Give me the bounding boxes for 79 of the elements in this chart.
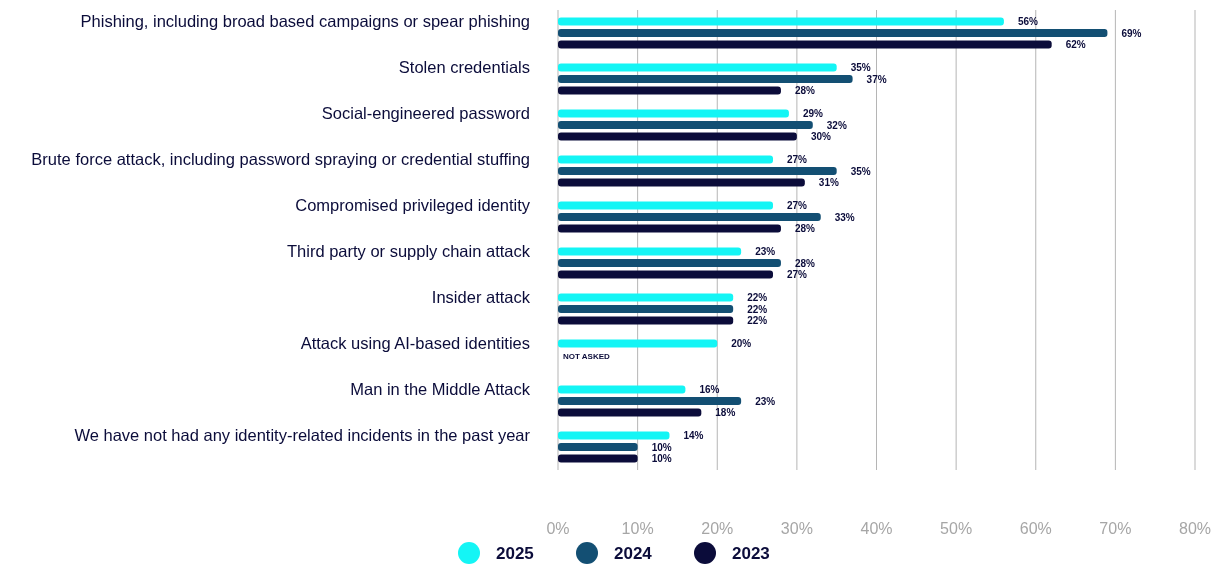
bar: [558, 339, 718, 348]
data-label: 27%: [786, 269, 808, 280]
bar: [558, 431, 670, 440]
y-tick-label: Third party or supply chain attack: [286, 242, 531, 260]
y-tick-label: Brute force attack, including password spraying or credential stuffing: [31, 150, 530, 168]
bar: [558, 86, 781, 95]
data-label: 35%: [850, 62, 871, 73]
bar: [558, 132, 797, 141]
bar: [558, 408, 702, 417]
bar: [558, 63, 837, 72]
bar: [558, 121, 813, 129]
bar: [558, 259, 781, 267]
y-tick-label: Attack using AI-based identities: [300, 334, 530, 352]
x-tick-label: 60%: [1019, 520, 1052, 537]
x-tick-label: 40%: [860, 520, 893, 537]
data-label: 28%: [794, 223, 816, 234]
y-tick-label: Stolen credentials: [398, 58, 530, 76]
bar: [558, 40, 1052, 49]
bar: [558, 178, 805, 187]
bar: [558, 155, 773, 164]
legend-label: 2024: [614, 544, 653, 563]
bar: [558, 397, 742, 405]
data-label: 23%: [755, 246, 776, 257]
x-tick-label: 10%: [621, 520, 654, 537]
data-label: 27%: [786, 200, 808, 211]
data-label: 30%: [810, 131, 831, 142]
y-tick-label: Man in the Middle Attack: [350, 380, 531, 398]
data-label: 22%: [747, 315, 768, 326]
data-label: 22%: [747, 303, 768, 315]
data-label: 28%: [794, 85, 816, 96]
data-label: 10%: [651, 453, 672, 464]
x-tick-label: 70%: [1099, 520, 1132, 537]
bar: [558, 224, 781, 233]
data-label: 20%: [731, 338, 752, 349]
y-tick-label: Compromised privileged identity: [295, 196, 531, 214]
data-label: 29%: [802, 108, 824, 119]
bar: [558, 293, 734, 302]
bar: [558, 29, 1108, 37]
data-label: 33%: [834, 211, 855, 223]
data-label: 69%: [1121, 27, 1142, 39]
bar: [558, 454, 638, 463]
data-label: 16%: [699, 384, 720, 395]
legend-label: 2025: [496, 544, 534, 563]
bar: [558, 443, 638, 451]
y-tick-label: Phishing, including broad based campaigns or spear phishing: [80, 12, 530, 30]
x-tick-label: 20%: [701, 520, 734, 537]
bar: [558, 17, 1004, 26]
y-tick-label: Insider attack: [431, 288, 531, 306]
y-tick-label: We have not had any identity-related incidents in the past year: [74, 426, 531, 444]
data-label: 22%: [747, 292, 768, 303]
data-label: 27%: [786, 154, 808, 165]
text: NOT ASKED: [563, 351, 610, 361]
bar: [558, 385, 686, 394]
data-label: 35%: [850, 165, 871, 177]
x-tick-label: 50%: [940, 520, 973, 537]
bar: [558, 75, 853, 83]
bar: [558, 316, 734, 325]
legend-label: 2023: [732, 544, 770, 563]
data-label: 28%: [794, 257, 816, 269]
data-label: 14%: [683, 430, 704, 441]
data-label: 18%: [715, 407, 736, 418]
bar: [558, 213, 821, 221]
x-tick-label: 0%: [546, 520, 570, 537]
bar: [558, 167, 837, 175]
data-label: 23%: [755, 395, 776, 407]
data-label: 32%: [826, 119, 847, 131]
bar: [558, 109, 789, 118]
x-tick-label: 30%: [780, 520, 813, 537]
bar: [558, 201, 773, 210]
data-label: 31%: [818, 177, 839, 188]
bar: [558, 270, 773, 279]
x-tick-label: 80%: [1178, 520, 1212, 537]
data-label: 37%: [866, 73, 887, 85]
data-label: 56%: [1017, 16, 1039, 27]
bar: [558, 247, 742, 256]
data-label: 62%: [1065, 39, 1086, 50]
data-label: 10%: [651, 441, 672, 453]
y-tick-label: Social-engineered password: [321, 104, 530, 122]
bar: [558, 305, 734, 313]
